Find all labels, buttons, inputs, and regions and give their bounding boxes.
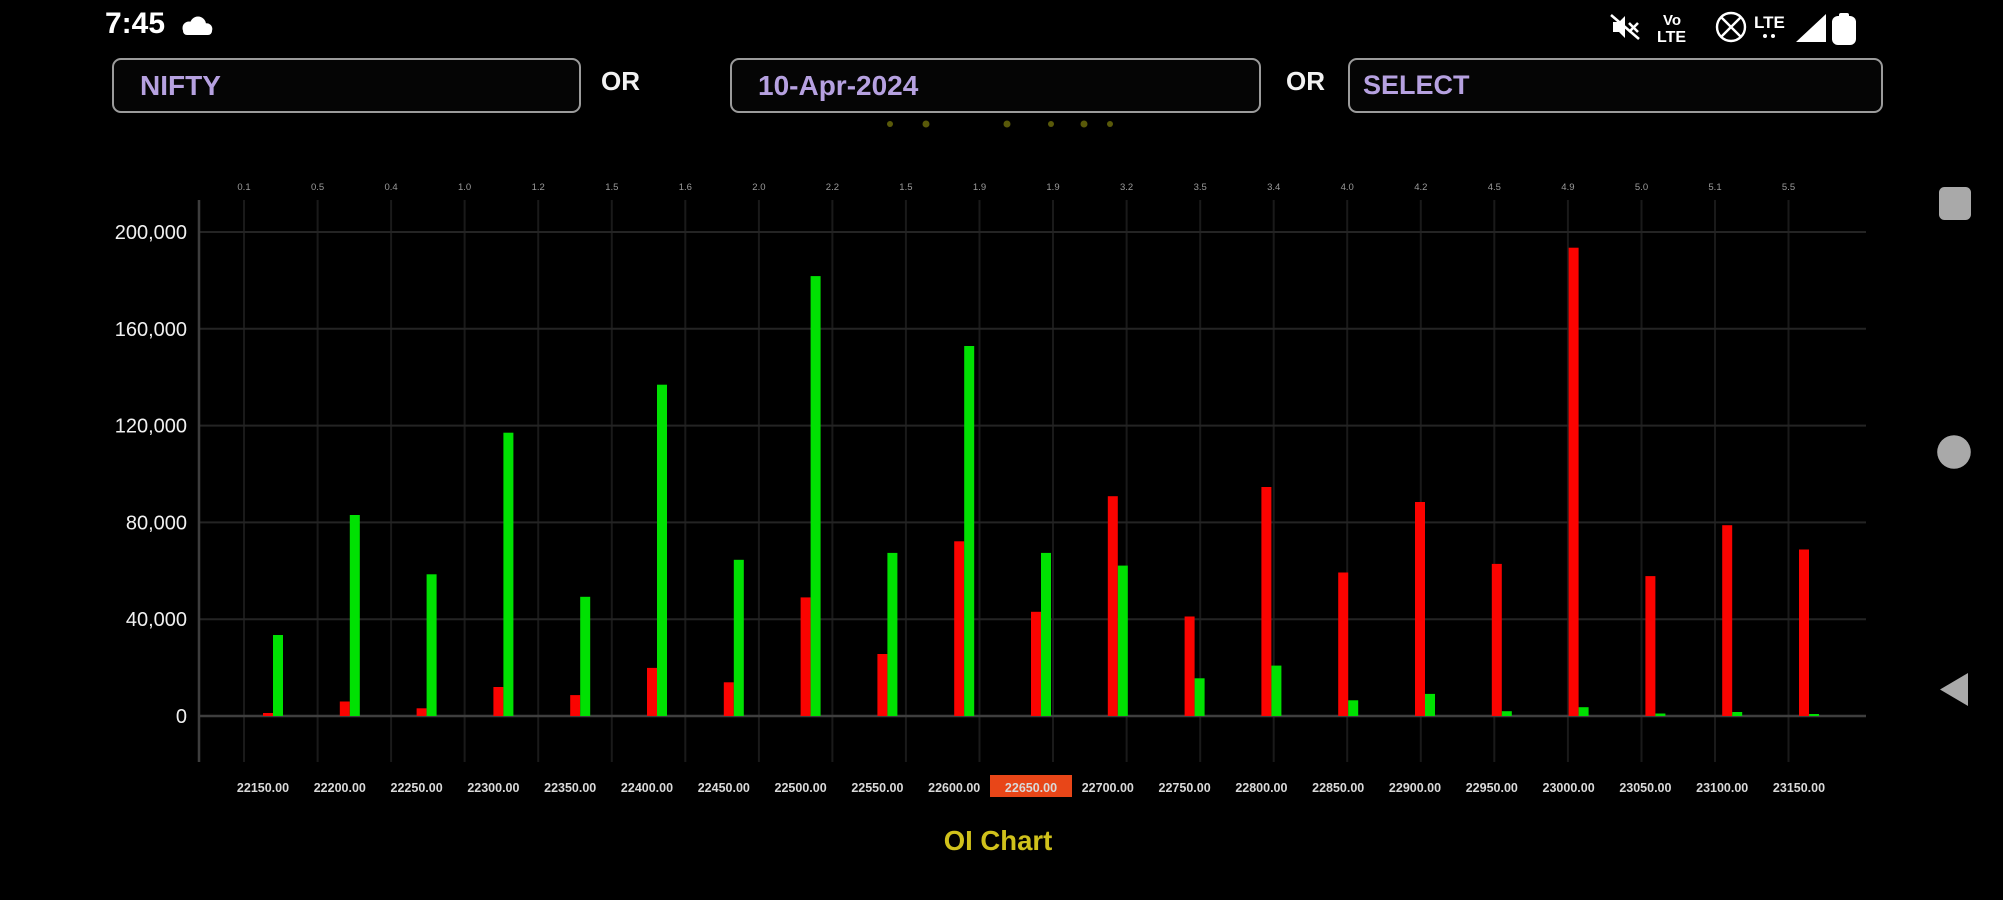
svg-text:0.1: 0.1 [237,182,250,193]
svg-text:22400.00: 22400.00 [621,781,673,795]
svg-text:1.2: 1.2 [532,182,545,193]
svg-text:22800.00: 22800.00 [1235,781,1287,795]
svg-text:Vo: Vo [1663,12,1681,29]
svg-text:120,000: 120,000 [115,416,187,438]
svg-text:1.9: 1.9 [1046,182,1059,193]
svg-text:3.5: 3.5 [1194,182,1207,193]
svg-text:5.5: 5.5 [1782,182,1795,193]
svg-text:23150.00: 23150.00 [1773,781,1825,795]
svg-text:22600.00: 22600.00 [928,781,980,795]
svg-text:1.9: 1.9 [973,182,986,193]
svg-text:5.0: 5.0 [1635,182,1648,193]
svg-text:22500.00: 22500.00 [775,781,827,795]
svg-text:22550.00: 22550.00 [851,781,903,795]
svg-text:LTE: LTE [1657,29,1686,46]
svg-text:22250.00: 22250.00 [391,781,443,795]
svg-text:22650.00: 22650.00 [1005,781,1057,795]
svg-text:23000.00: 23000.00 [1543,781,1595,795]
svg-text:4.2: 4.2 [1414,182,1427,193]
svg-text:0.5: 0.5 [311,182,324,193]
svg-text:22950.00: 22950.00 [1466,781,1518,795]
svg-text:0: 0 [176,706,187,728]
svg-text:160,000: 160,000 [115,319,187,341]
svg-text:1.6: 1.6 [679,182,692,193]
svg-text:LTE: LTE [1754,13,1785,32]
svg-text:23050.00: 23050.00 [1619,781,1671,795]
svg-text:0.4: 0.4 [384,182,397,193]
svg-text:80,000: 80,000 [126,512,187,534]
svg-text:22200.00: 22200.00 [314,781,366,795]
svg-text:3.2: 3.2 [1120,182,1133,193]
svg-text:22150.00: 22150.00 [237,781,289,795]
svg-text:OI Chart: OI Chart [944,825,1052,856]
svg-text:22850.00: 22850.00 [1312,781,1364,795]
svg-text:22900.00: 22900.00 [1389,781,1441,795]
svg-text:4.5: 4.5 [1488,182,1501,193]
svg-text:2.2: 2.2 [826,182,839,193]
svg-text:23100.00: 23100.00 [1696,781,1748,795]
svg-text:22700.00: 22700.00 [1082,781,1134,795]
svg-text:40,000: 40,000 [126,609,187,631]
svg-text:1.0: 1.0 [458,182,471,193]
svg-text:4.0: 4.0 [1341,182,1354,193]
svg-text:22750.00: 22750.00 [1159,781,1211,795]
svg-text:200,000: 200,000 [115,222,187,244]
svg-text:2.0: 2.0 [752,182,765,193]
svg-text:22350.00: 22350.00 [544,781,596,795]
svg-text:5.1: 5.1 [1708,182,1721,193]
svg-text:4.9: 4.9 [1561,182,1574,193]
svg-text:3.4: 3.4 [1267,182,1280,193]
svg-text:22450.00: 22450.00 [698,781,750,795]
svg-text:1.5: 1.5 [899,182,912,193]
svg-text:1.5: 1.5 [605,182,618,193]
svg-text:22300.00: 22300.00 [467,781,519,795]
